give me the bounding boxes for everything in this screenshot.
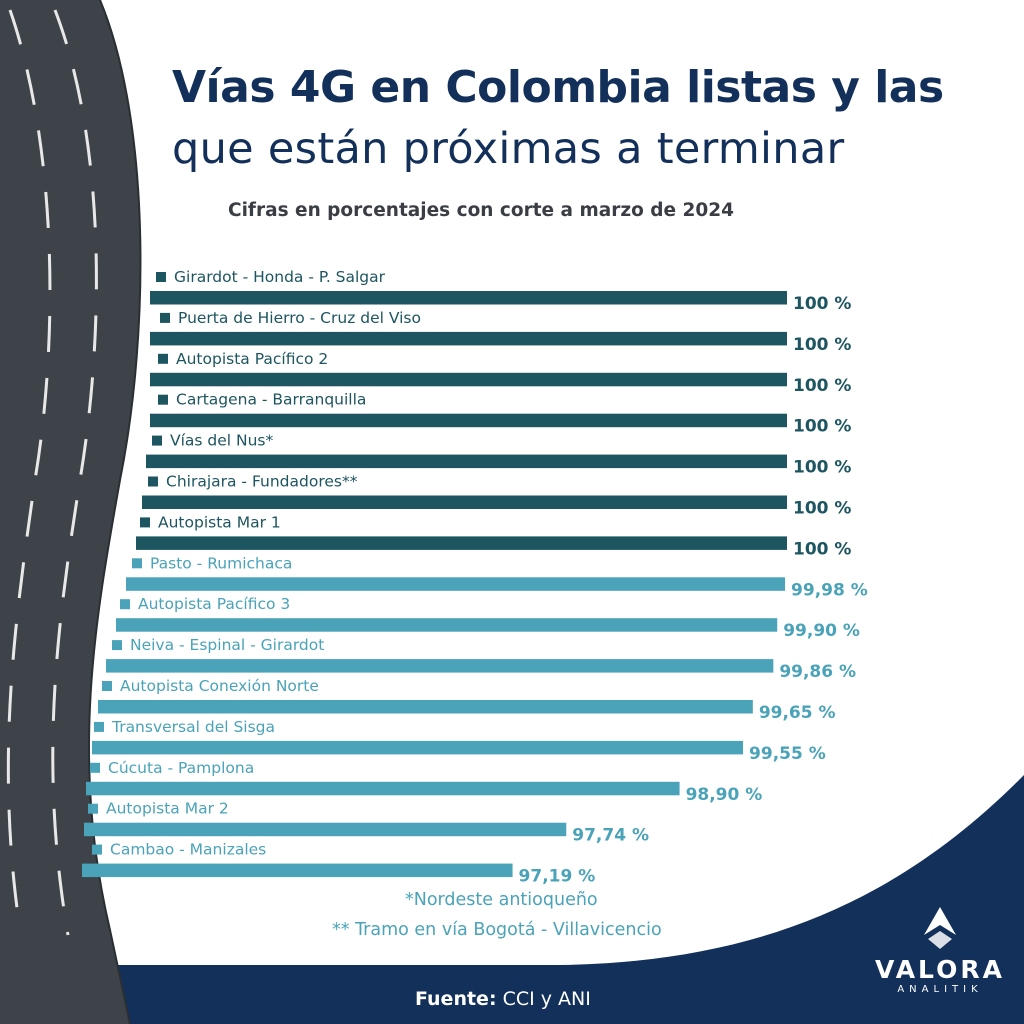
source-label: Fuente: — [415, 988, 497, 1010]
bar — [92, 740, 744, 755]
value-label: 100 % — [793, 499, 851, 519]
value-label: 99,55 % — [749, 744, 826, 764]
bar — [150, 291, 787, 305]
chart-title-line-2: que están próximas a terminar — [172, 124, 845, 174]
legend-marker — [158, 353, 168, 364]
category-label: Autopista Pacífico 3 — [138, 595, 290, 613]
brand-name: VALORA — [875, 955, 1005, 984]
value-label: 99,65 % — [759, 703, 836, 723]
legend-marker — [94, 721, 104, 732]
value-label: 100 % — [793, 458, 851, 478]
valora-arrow-icon — [924, 907, 956, 949]
bar — [146, 454, 787, 469]
bar — [106, 659, 774, 673]
bar — [150, 331, 787, 346]
value-label: 100 % — [793, 335, 851, 355]
value-label: 99,90 % — [783, 621, 860, 641]
category-label: Autopista Conexión Norte — [120, 677, 319, 695]
category-label: Autopista Mar 2 — [106, 800, 229, 818]
value-label: 100 % — [793, 539, 851, 559]
value-label: 97,19 % — [519, 867, 596, 887]
legend-marker — [132, 558, 142, 569]
value-label: 100 % — [793, 376, 851, 396]
category-label: Girardot - Honda - P. Salgar — [174, 268, 386, 286]
legend-marker — [158, 394, 168, 405]
legend-marker — [120, 599, 130, 610]
legend-marker — [160, 312, 170, 323]
footnote-tramo: ** Tramo en vía Bogotá - Villavicencio — [332, 920, 662, 940]
category-label: Cúcuta - Pamplona — [108, 759, 254, 777]
lane-line-right — [51, 9, 98, 936]
source-text: Fuente: CCI y ANI — [415, 988, 591, 1010]
brand-tagline: ANALITIK — [897, 984, 983, 995]
legend-marker — [156, 272, 166, 282]
category-label: Pasto - Rumichaca — [150, 554, 292, 572]
chart-title-line-1: Vías 4G en Colombia listas y las — [172, 62, 944, 113]
value-label: 99,86 % — [779, 662, 856, 682]
bar — [150, 413, 787, 428]
value-label: 100 % — [793, 294, 851, 314]
bar — [126, 577, 786, 591]
legend-marker — [102, 681, 112, 691]
value-label: 97,74 % — [572, 826, 649, 846]
legend-marker — [140, 517, 150, 528]
category-label: Cambao - Manizales — [110, 841, 266, 859]
chart-subtitle: Cifras en porcentajes con corte a marzo … — [228, 200, 734, 221]
category-label: Puerta de Hierro - Cruz del Viso — [178, 309, 421, 327]
bar — [98, 700, 753, 714]
category-label: Neiva - Espinal - Girardot — [130, 636, 324, 654]
bar — [116, 618, 778, 632]
category-label: Transversal del Sisga — [111, 718, 275, 736]
legend-marker — [88, 803, 98, 814]
legend-marker — [90, 762, 100, 773]
legend-marker — [112, 640, 122, 651]
bar — [84, 822, 567, 837]
source-value: CCI y ANI — [496, 988, 591, 1010]
value-label: 99,98 % — [791, 580, 868, 600]
road-shape — [0, 0, 141, 1024]
valora-logo: VALORA ANALITIK — [865, 905, 1015, 1005]
bar — [136, 536, 787, 550]
footer-band — [0, 775, 1024, 1024]
bar — [142, 495, 787, 509]
footnote-nordeste: *Nordeste antioqueño — [405, 890, 598, 910]
category-label: Vías del Nus* — [170, 432, 274, 450]
bar — [86, 781, 680, 796]
category-label: Chirajara - Fundadores** — [166, 473, 358, 491]
legend-marker — [92, 844, 102, 855]
category-label: Autopista Mar 1 — [158, 513, 281, 531]
category-label: Autopista Pacífico 2 — [176, 350, 328, 368]
value-label: 100 % — [793, 417, 851, 437]
value-label: 98,90 % — [686, 785, 763, 805]
lane-line-left — [6, 9, 52, 931]
legend-marker — [148, 476, 158, 487]
bar — [150, 372, 787, 387]
bar — [82, 863, 513, 878]
category-label: Cartagena - Barranquilla — [176, 391, 366, 409]
legend-marker — [152, 435, 162, 446]
